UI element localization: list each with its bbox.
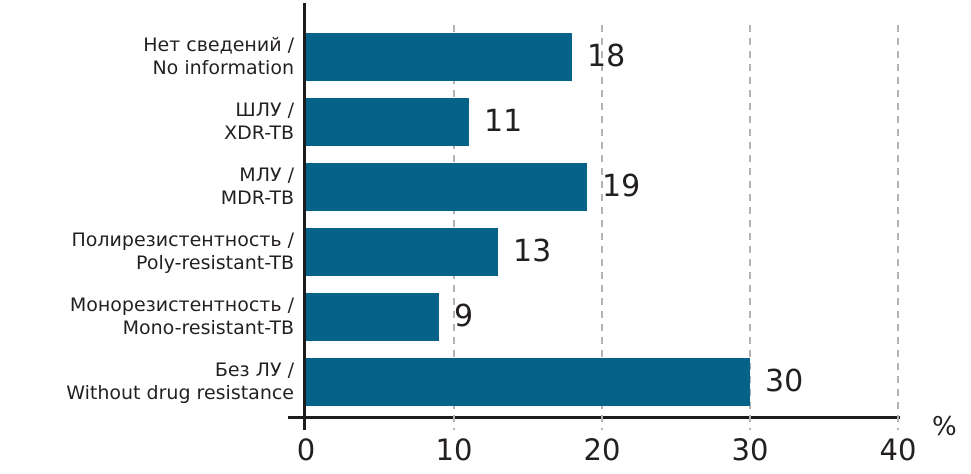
x-tick-label-20: 20 — [583, 433, 621, 467]
bar — [306, 228, 498, 276]
value-label: 11 — [484, 104, 523, 139]
category-label-line: ШЛУ / — [235, 99, 294, 121]
category-label-line: Without drug resistance — [66, 382, 294, 404]
value-label: 13 — [513, 234, 552, 269]
x-tick-label-10: 10 — [435, 433, 473, 467]
category-label-line: Полирезистентность / — [71, 229, 295, 251]
category-label-line: МЛУ / — [239, 164, 294, 186]
x-tick-label-30: 30 — [731, 433, 769, 467]
x-tick-label-40: 40 — [879, 433, 917, 467]
category-label-line: No information — [152, 57, 294, 79]
category-label-line: Без ЛУ / — [214, 359, 294, 381]
x-axis-unit-label: % — [932, 412, 957, 442]
category-label-line: Монорезистентность / — [69, 294, 294, 316]
gridline-x-30 — [749, 25, 751, 430]
value-label: 30 — [765, 364, 804, 399]
value-label: 19 — [602, 169, 641, 204]
bar — [306, 358, 750, 406]
category-label: Без ЛУ / Without drug resistance — [66, 359, 294, 405]
category-label: ШЛУ / XDR-TB — [224, 99, 294, 145]
category-label: Полирезистентность / Poly-resistant-TB — [72, 229, 295, 275]
value-label: 18 — [587, 39, 626, 74]
category-label-line: Mono-resistant-TB — [122, 317, 294, 339]
gridline-x-20 — [601, 25, 603, 430]
bar — [306, 98, 469, 146]
category-label-line: Poly-resistant-TB — [136, 252, 294, 274]
bar — [306, 33, 572, 81]
category-label-line: XDR-TB — [224, 122, 294, 144]
x-axis — [288, 416, 900, 419]
category-label: МЛУ / MDR-TB — [221, 164, 294, 210]
category-label: Монорезистентность / Mono-resistant-TB — [70, 294, 294, 340]
y-axis — [303, 3, 306, 430]
category-label-line: MDR-TB — [220, 187, 294, 209]
gridline-x-10 — [453, 25, 455, 430]
category-label: Нет сведений / No information — [143, 34, 294, 80]
bar — [306, 293, 439, 341]
category-label-line: Нет сведений / — [143, 34, 294, 56]
bar — [306, 163, 587, 211]
x-tick-label-0: 0 — [296, 433, 316, 467]
gridline-x-40 — [897, 25, 899, 430]
value-label: 9 — [454, 299, 474, 334]
